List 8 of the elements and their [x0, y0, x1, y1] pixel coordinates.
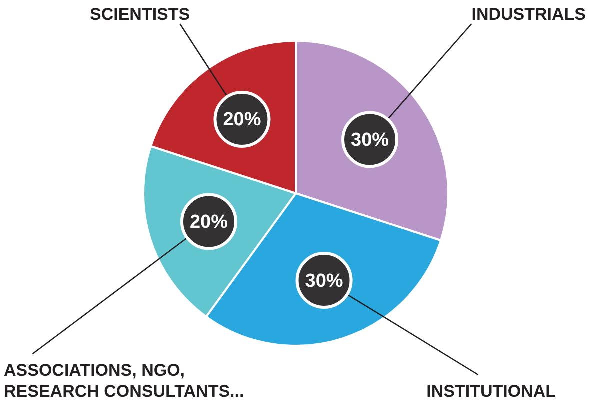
slice-label: INDUSTRIALS	[472, 5, 586, 24]
data-label: 30%	[351, 130, 390, 151]
slice-label: SCIENTISTS	[90, 5, 190, 24]
slice-label: INSTITUTIONAL	[426, 382, 556, 401]
data-label: 20%	[223, 110, 262, 131]
slice-label: ASSOCIATIONS, NGO, RESEARCH CONSULTANTS...	[4, 361, 244, 401]
data-label: 20%	[190, 212, 228, 234]
data-label: 30%	[305, 270, 344, 292]
